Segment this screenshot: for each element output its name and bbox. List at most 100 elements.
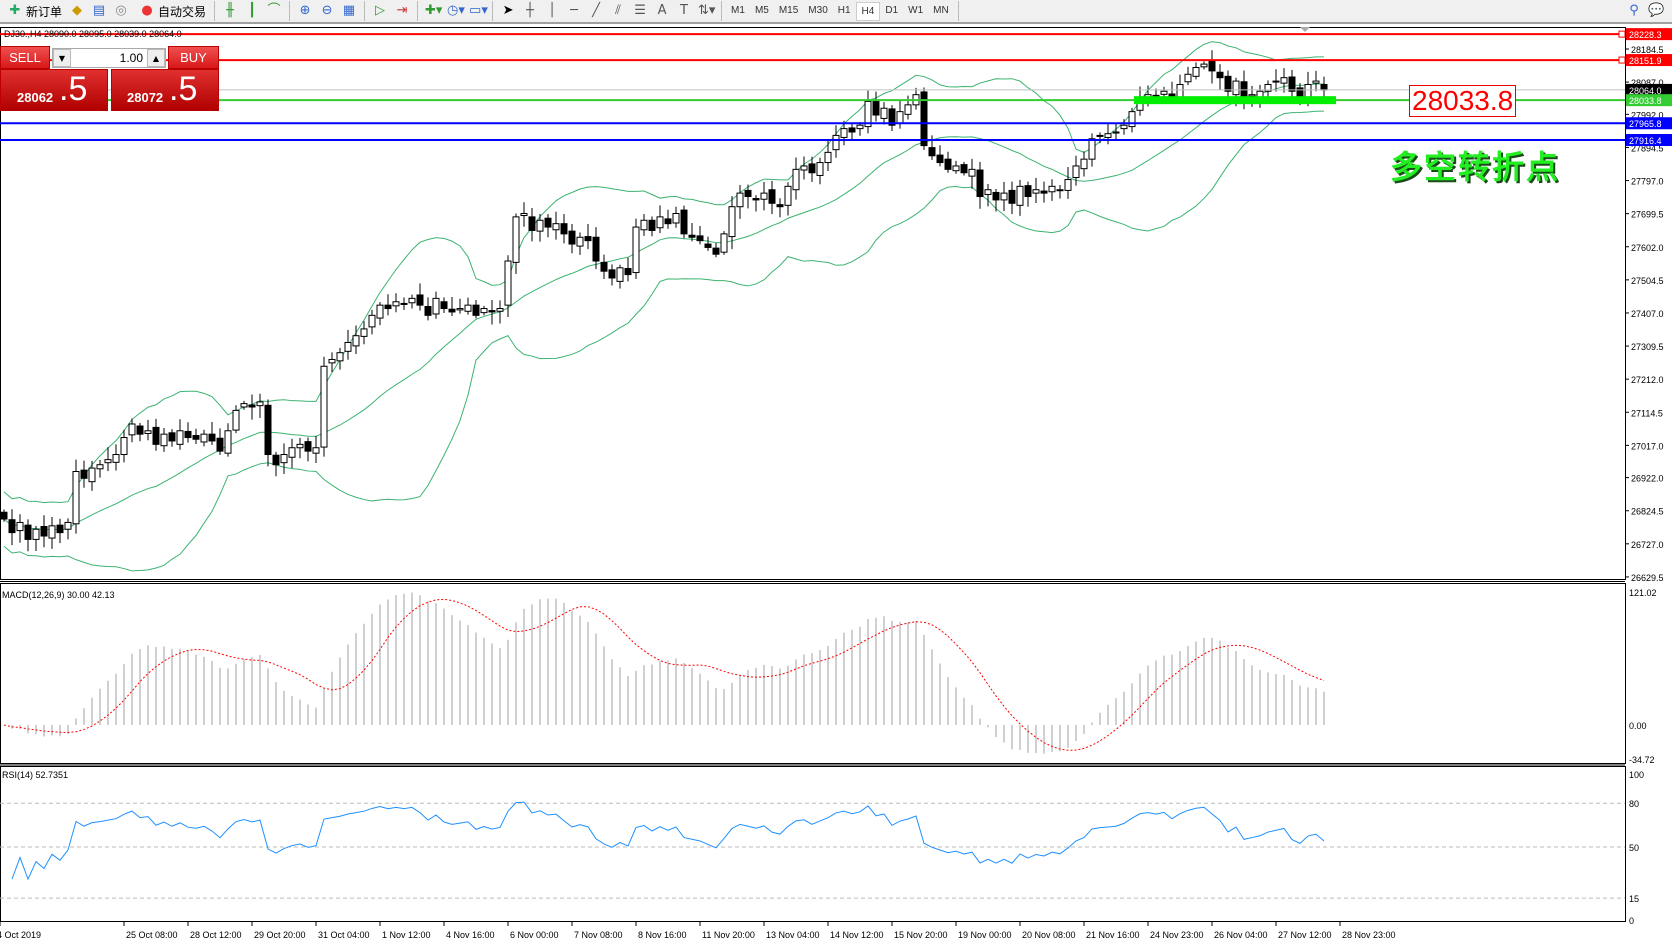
candle[interactable] (416, 283, 424, 311)
candle[interactable] (800, 156, 808, 180)
candle[interactable] (120, 429, 128, 463)
period-d1[interactable]: D1 (885, 4, 899, 16)
candle[interactable] (408, 294, 416, 309)
candle[interactable] (152, 418, 160, 451)
candle[interactable] (864, 90, 872, 134)
candle[interactable] (976, 161, 984, 209)
chart-shift-icon[interactable]: ⇥ (396, 3, 408, 18)
candle[interactable] (16, 514, 24, 543)
candle[interactable] (1032, 177, 1040, 203)
candle[interactable] (432, 291, 440, 319)
candle[interactable] (664, 209, 672, 229)
candle[interactable] (128, 418, 136, 443)
increase-lots-button[interactable]: ▲ (147, 49, 165, 67)
candle[interactable] (360, 321, 368, 345)
candle[interactable] (336, 347, 344, 370)
candle[interactable] (480, 305, 488, 316)
auto-trading-button[interactable]: ● 自动交易 (132, 0, 210, 22)
candle[interactable] (200, 429, 208, 447)
candle[interactable] (504, 255, 512, 318)
candle[interactable] (192, 428, 200, 445)
candle[interactable] (160, 428, 168, 452)
candle[interactable] (680, 205, 688, 239)
trendline-icon[interactable]: ╱ (592, 3, 600, 18)
candle[interactable] (96, 459, 104, 478)
cursor-icon[interactable]: ➤ (502, 3, 514, 18)
candle[interactable] (304, 437, 312, 462)
candle[interactable] (208, 421, 216, 446)
candle[interactable] (1320, 76, 1328, 98)
candle[interactable] (1008, 181, 1016, 215)
candle[interactable] (872, 91, 880, 122)
candle[interactable] (144, 419, 152, 441)
candle[interactable] (184, 422, 192, 443)
candle[interactable] (312, 435, 320, 464)
chart-canvas[interactable]: 28184.5 28087.0 27992.0 27894.5 27797.0 27699… (0, 26, 1672, 946)
candle[interactable] (240, 400, 248, 410)
period-h1[interactable]: H1 (837, 4, 851, 16)
candle[interactable] (984, 183, 992, 207)
period-m30[interactable]: M30 (808, 4, 828, 16)
tile-windows-icon[interactable]: ▦ (342, 3, 356, 18)
candle[interactable] (584, 224, 592, 250)
crosshair-icon[interactable]: ┼ (526, 3, 534, 18)
buy-price[interactable]: 28072 .5 (111, 69, 219, 111)
candle[interactable] (840, 120, 848, 146)
vertical-line-icon[interactable]: │ (548, 3, 556, 18)
candle[interactable] (808, 156, 816, 182)
candle[interactable] (592, 227, 600, 270)
candle[interactable] (1216, 64, 1224, 90)
candle[interactable] (296, 437, 304, 459)
candle[interactable] (696, 226, 704, 245)
candle[interactable] (0, 509, 8, 522)
candle[interactable] (608, 264, 616, 286)
lot-size-stepper[interactable]: ▼ 1.00 ▲ (52, 48, 166, 68)
candle[interactable] (1312, 70, 1320, 92)
candle[interactable] (616, 264, 624, 289)
new-order-button[interactable]: ✚ 新订单 (0, 0, 66, 22)
candle[interactable] (1280, 68, 1288, 93)
candle[interactable] (560, 214, 568, 244)
candle[interactable] (824, 139, 832, 172)
indicators-icon[interactable]: ✚▾ (425, 3, 443, 18)
candle[interactable] (760, 181, 768, 211)
candle[interactable] (328, 352, 336, 373)
candle[interactable] (272, 451, 280, 477)
annotation-text[interactable]: 多空转折点 (1390, 148, 1561, 186)
bar-chart-icon[interactable]: ╫ (226, 3, 234, 18)
candle[interactable] (1112, 123, 1120, 140)
candle[interactable] (104, 447, 112, 472)
support-zone-rectangle[interactable] (1134, 96, 1336, 105)
candle[interactable] (624, 257, 632, 282)
fibonacci-icon[interactable]: ☰ (634, 3, 646, 18)
candle[interactable] (648, 216, 656, 237)
candle[interactable] (112, 444, 120, 471)
candle[interactable] (1272, 69, 1280, 92)
sell-button[interactable]: SELL (0, 46, 50, 69)
candle[interactable] (816, 157, 824, 185)
candle[interactable] (24, 519, 32, 552)
period-m5[interactable]: M5 (754, 4, 769, 16)
candle[interactable] (600, 254, 608, 280)
candle[interactable] (392, 293, 400, 313)
candle[interactable] (88, 460, 96, 491)
candle[interactable] (8, 509, 16, 546)
candle[interactable] (1200, 61, 1208, 70)
candle[interactable] (744, 184, 752, 209)
candle[interactable] (288, 438, 296, 469)
zoom-in-icon[interactable]: ⊕ (299, 3, 311, 18)
candle[interactable] (1120, 119, 1128, 135)
candle[interactable] (168, 429, 176, 447)
candle[interactable] (848, 122, 856, 140)
equidistant-channel-icon[interactable]: ⫽ (615, 3, 621, 18)
candle[interactable] (856, 122, 864, 136)
market-watch-icon[interactable]: ◆ (72, 3, 83, 18)
candle[interactable] (952, 160, 960, 174)
candle[interactable] (712, 243, 720, 258)
zoom-out-icon[interactable]: ⊖ (321, 3, 333, 18)
candle[interactable] (896, 100, 904, 129)
candle[interactable] (1040, 181, 1048, 203)
candle[interactable] (704, 236, 712, 251)
candle[interactable] (688, 222, 696, 242)
candle[interactable] (80, 460, 88, 488)
